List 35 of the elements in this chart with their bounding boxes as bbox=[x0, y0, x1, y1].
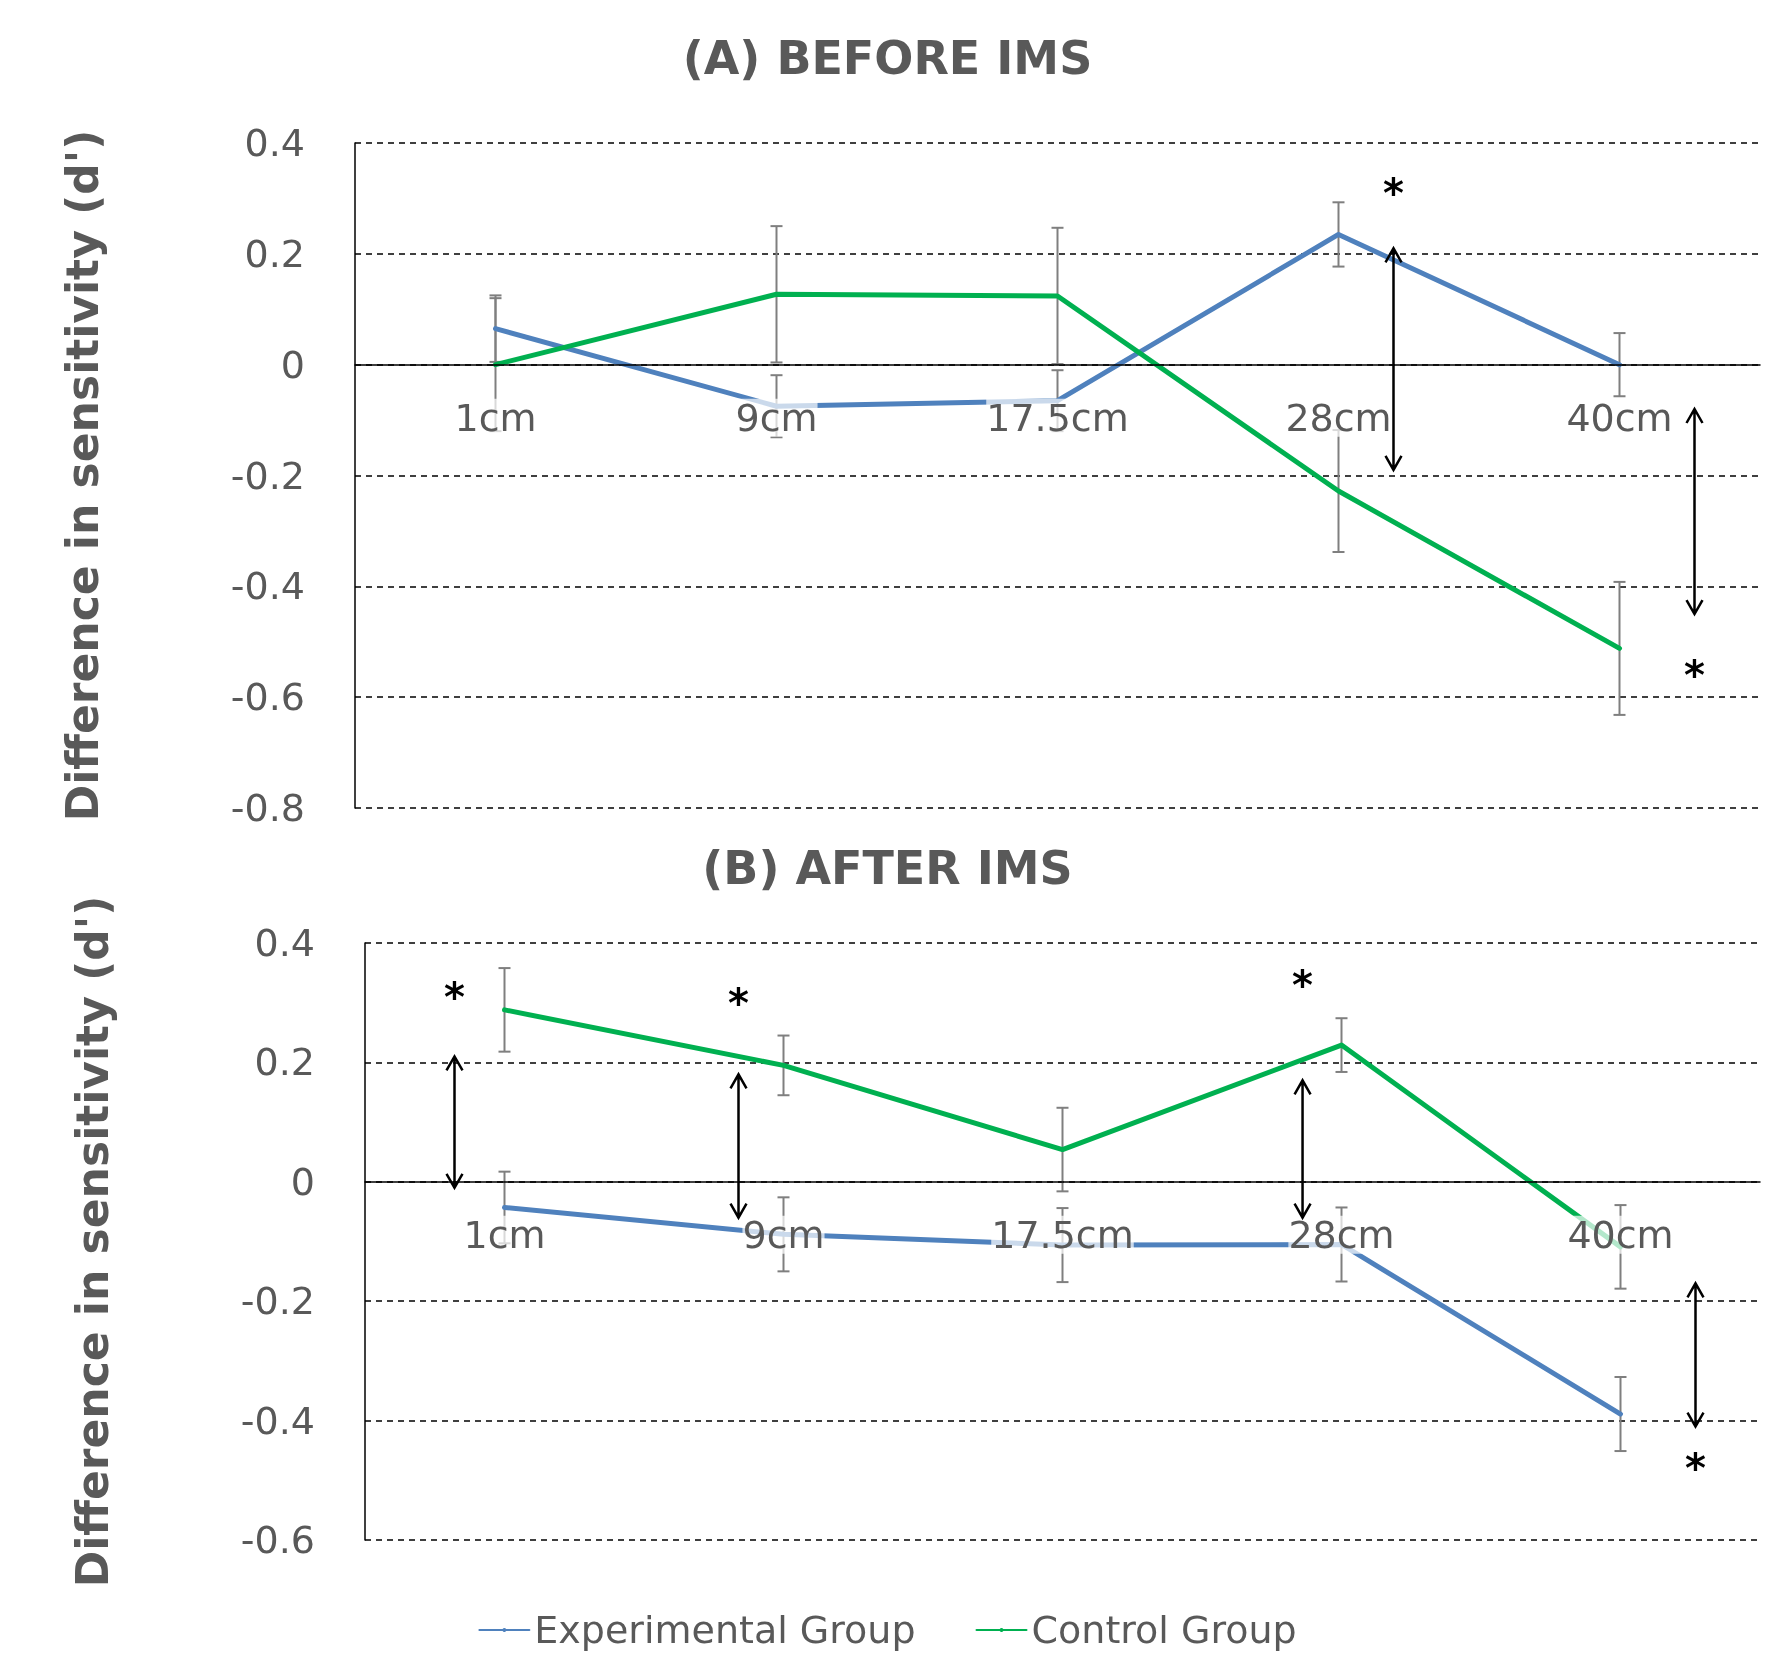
y-tick-label: 0.4 bbox=[254, 921, 315, 965]
legend-label: Experimental Group bbox=[534, 1608, 916, 1652]
y-tick-label: 0.2 bbox=[254, 1040, 315, 1085]
x-tick-label: 40cm bbox=[1566, 395, 1673, 440]
y-tick-label: -0.6 bbox=[230, 675, 305, 720]
y-tick-label: -0.8 bbox=[230, 786, 305, 830]
y-tick-label: 0 bbox=[290, 1159, 315, 1204]
x-tick-label: 17.5cm bbox=[986, 395, 1129, 440]
y-axis-title: Difference in sensitivity (d') bbox=[66, 895, 118, 1588]
y-tick-label: -0.2 bbox=[230, 453, 305, 498]
y-tick-label: 0.2 bbox=[244, 231, 305, 276]
y-tick-label: 0.4 bbox=[244, 121, 305, 165]
legend-label: Control Group bbox=[1031, 1608, 1297, 1652]
x-tick-label: 1cm bbox=[463, 1212, 546, 1257]
y-tick-label: -0.4 bbox=[240, 1398, 315, 1443]
x-tick-label: 28cm bbox=[1285, 395, 1392, 440]
x-tick-label: 28cm bbox=[1288, 1212, 1395, 1257]
y-tick-label: -0.2 bbox=[240, 1279, 315, 1324]
x-tick-label: 40cm bbox=[1567, 1212, 1674, 1257]
x-tick-label: 17.5cm bbox=[991, 1212, 1134, 1257]
annotation: * bbox=[728, 979, 750, 1026]
y-axis-title: Difference in sensitivity (d') bbox=[56, 129, 108, 822]
x-tick-label: 1cm bbox=[454, 395, 537, 440]
y-tick-label: -0.4 bbox=[230, 564, 305, 609]
annotation: * bbox=[444, 973, 466, 1020]
x-tick-label: 9cm bbox=[735, 395, 818, 440]
chart-title: (B) AFTER IMS bbox=[702, 841, 1073, 895]
annotation: * bbox=[1685, 1445, 1707, 1492]
annotation: * bbox=[1684, 652, 1706, 698]
annotation: * bbox=[1383, 169, 1405, 216]
y-tick-label: -0.6 bbox=[240, 1518, 315, 1562]
y-tick-label: 0 bbox=[280, 342, 305, 387]
annotation: * bbox=[1292, 961, 1314, 1008]
x-tick-label: 9cm bbox=[742, 1212, 825, 1257]
chart-title: (A) BEFORE IMS bbox=[682, 31, 1093, 85]
